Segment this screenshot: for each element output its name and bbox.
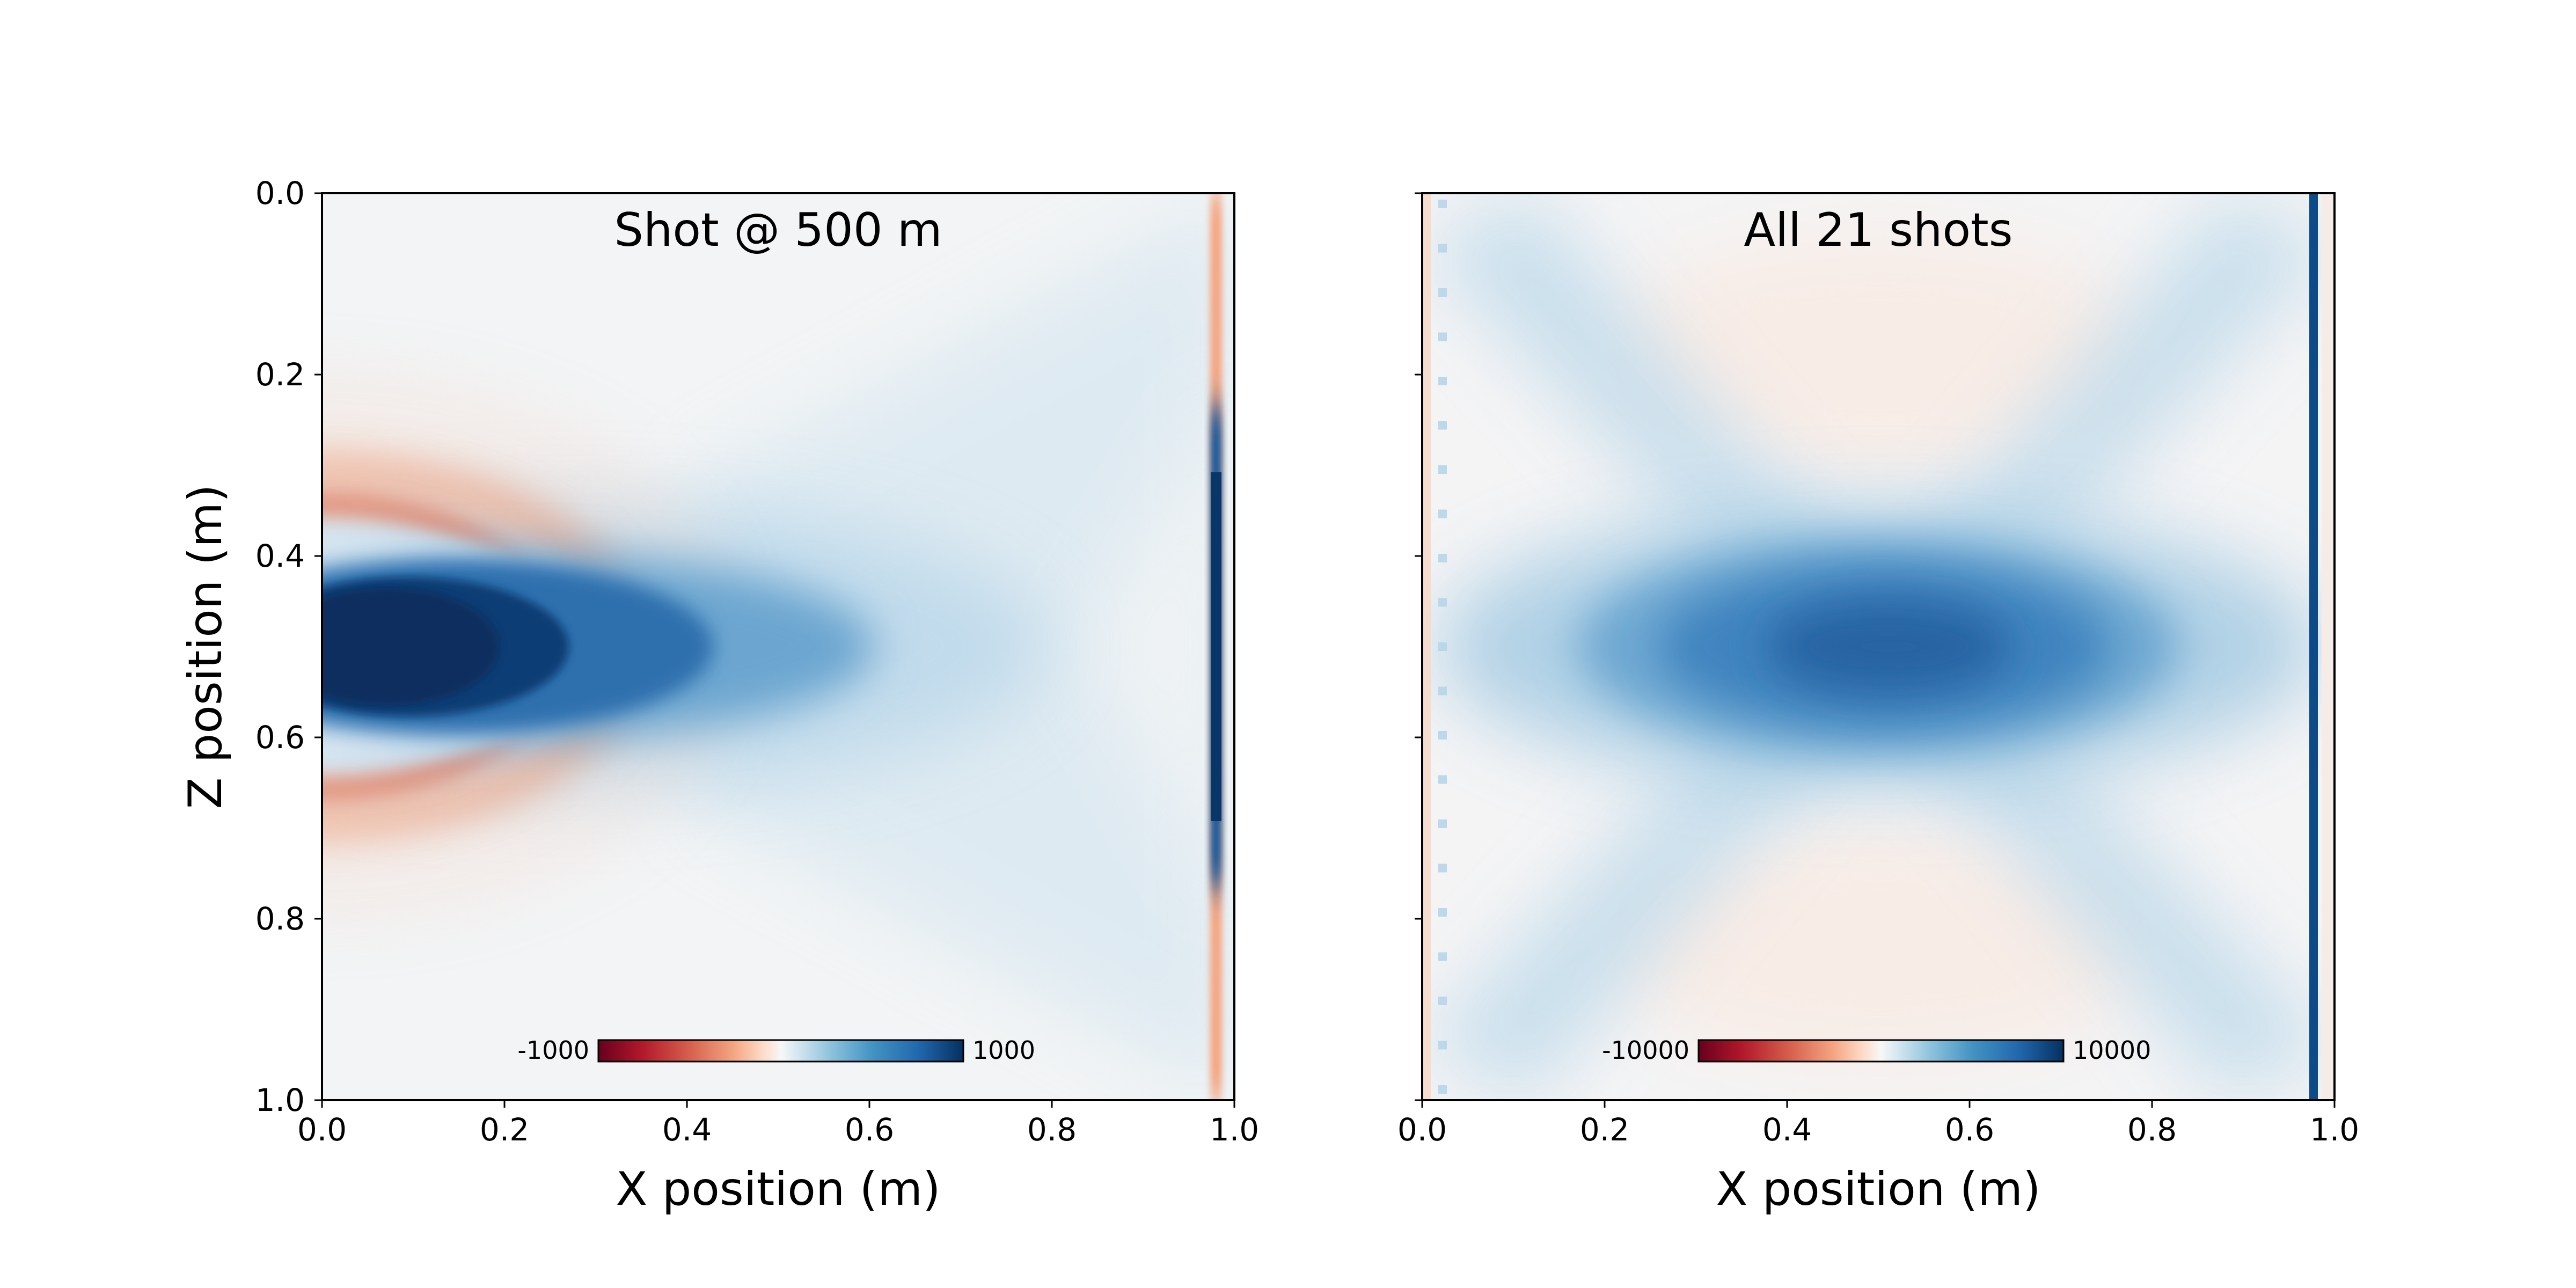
colorbar-all-shots-max-label: 10000 xyxy=(2073,1036,2151,1065)
shot-location-mark xyxy=(1438,819,1447,828)
y-tick-label: 0.6 xyxy=(255,719,305,756)
y-tick-label: 0.8 xyxy=(255,901,305,937)
chart-title-all-shots: All 21 shots xyxy=(1744,203,2012,257)
x-tick-label: 0.2 xyxy=(480,1111,529,1148)
colorbar-shot-max-label: 1000 xyxy=(972,1036,1035,1065)
x-tick-label: 0.0 xyxy=(297,1111,347,1148)
y-tick-label: 0.0 xyxy=(255,175,305,211)
shot-location-mark xyxy=(1438,1085,1447,1094)
plot-frame-all-shots xyxy=(1421,192,2336,1101)
colorbar-shot: -1000 1000 xyxy=(517,1036,1035,1065)
chart-title-shot: Shot @ 500 m xyxy=(614,203,942,257)
x-ticks-all-shots: 0.0 0.2 0.4 0.6 0.8 1.0 xyxy=(1397,1100,2359,1148)
y-tick-label: 0.2 xyxy=(255,356,305,393)
shot-location-mark xyxy=(1438,997,1447,1005)
shot-location-mark xyxy=(1438,863,1447,873)
shot-location-mark xyxy=(1438,200,1447,208)
colorbar-all-shots-min-label: -10000 xyxy=(1602,1036,1689,1065)
y-ticks-all-shots xyxy=(1415,192,1422,1101)
panel-all-shots: -10000 10000 All 21 shots X position (m)… xyxy=(1397,192,2359,1216)
shot-location-mark xyxy=(1438,288,1447,297)
x-axis-label-shot: X position (m) xyxy=(616,1162,940,1216)
shot-location-mark xyxy=(1438,332,1447,341)
shot-location-mark xyxy=(1438,509,1447,518)
x-ticks-shot: 0.0 0.2 0.4 0.6 0.8 1.0 xyxy=(297,1100,1259,1148)
y-tick-label: 1.0 xyxy=(255,1082,305,1118)
shot-location-mark xyxy=(1438,642,1447,651)
shot-location-mark xyxy=(1438,598,1447,607)
x-tick-label: 0.2 xyxy=(1580,1111,1629,1148)
x-tick-label: 0.4 xyxy=(662,1111,712,1148)
shot-location-mark xyxy=(1438,686,1447,696)
x-tick-label: 0.0 xyxy=(1397,1111,1447,1148)
shot-location-mark xyxy=(1438,421,1447,430)
colorbar-shot-min-label: -1000 xyxy=(517,1036,589,1065)
x-tick-label: 1.0 xyxy=(2310,1111,2359,1148)
shot-location-mark xyxy=(1438,952,1447,961)
y-tick-label: 0.4 xyxy=(255,538,305,574)
x-tick-label: 0.8 xyxy=(2127,1111,2177,1148)
shot-location-mark xyxy=(1438,244,1447,253)
y-ticks-shot: 0.0 0.2 0.4 0.6 0.8 1.0 xyxy=(255,175,322,1118)
shot-location-mark xyxy=(1438,731,1447,740)
shot-location-mark xyxy=(1438,1041,1447,1050)
colorbar-all-shots-gradient xyxy=(1697,1039,2065,1063)
x-tick-label: 0.6 xyxy=(845,1111,894,1148)
heatmap-all-shots-image xyxy=(1422,193,2334,1100)
y-axis-label: Z position (m) xyxy=(179,484,232,809)
plot-frame-shot xyxy=(321,192,1235,1101)
x-tick-label: 1.0 xyxy=(1210,1111,1259,1148)
heatmap-shot-image xyxy=(322,193,1234,1100)
shot-location-mark xyxy=(1438,465,1447,474)
colorbar-all-shots: -10000 10000 xyxy=(1602,1036,2151,1065)
x-tick-label: 0.4 xyxy=(1762,1111,1812,1148)
panel-shot: -1000 1000 Shot @ 500 m X position (m) Z… xyxy=(179,175,1259,1216)
x-tick-label: 0.6 xyxy=(1945,1111,1994,1148)
colorbar-shot-gradient xyxy=(597,1039,964,1063)
shot-location-mark xyxy=(1438,775,1447,784)
shot-location-mark xyxy=(1438,377,1447,385)
x-axis-label-all-shots: X position (m) xyxy=(1716,1162,2040,1216)
shot-location-mark xyxy=(1438,554,1447,562)
shot-location-mark xyxy=(1438,908,1447,917)
x-tick-label: 0.8 xyxy=(1027,1111,1077,1148)
